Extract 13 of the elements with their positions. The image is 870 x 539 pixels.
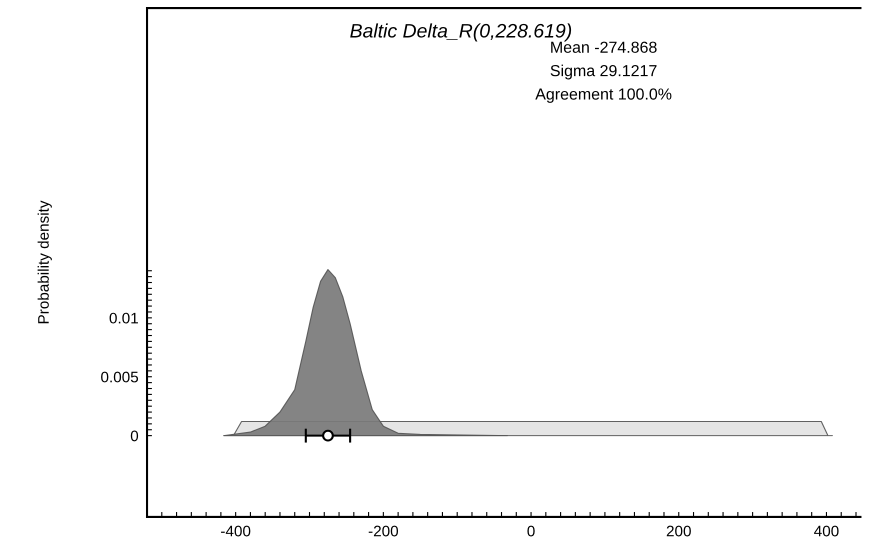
y-tick-label: 0 <box>130 430 138 442</box>
y-tick-label: 0.01 <box>110 312 138 324</box>
text: Baltic Delta_R(0,228.619) <box>350 23 572 42</box>
annotation: Agreement 100.0% <box>535 88 672 103</box>
x-tick-label: -200 <box>368 526 398 536</box>
annotation: Mean -274.868 <box>551 42 657 53</box>
x-tick-label: 400 <box>814 526 839 536</box>
annotation: Sigma 29.1217 <box>550 64 657 80</box>
y-tick-label: 0.005 <box>101 372 138 382</box>
x-tick-label: 0 <box>527 526 535 536</box>
x-tick-label: -400 <box>221 526 250 536</box>
y-axis-title: Probability density <box>38 200 52 324</box>
x-tick-label: 200 <box>666 526 691 536</box>
